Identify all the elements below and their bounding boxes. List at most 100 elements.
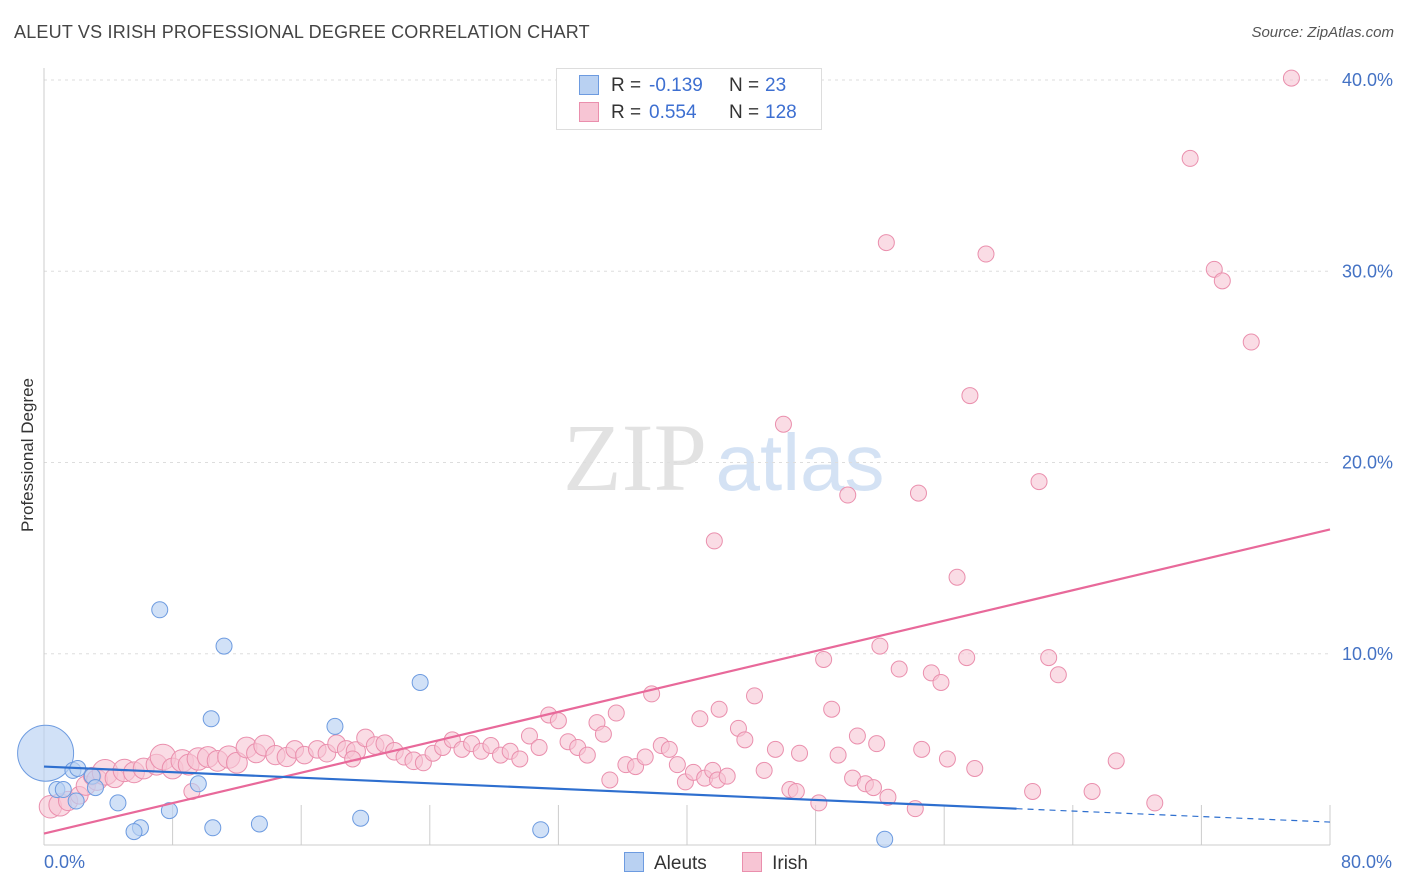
aleut-point — [125, 823, 143, 841]
legend-aleut-swatch — [624, 852, 644, 872]
y-tick-label: 30.0% — [1342, 261, 1393, 281]
irish-point — [1049, 666, 1067, 684]
irish-point — [1181, 149, 1199, 167]
irish-n-value: 128 — [765, 102, 797, 123]
aleut-point — [352, 809, 370, 827]
irish-point — [774, 415, 792, 433]
y-tick-label: 10.0% — [1342, 644, 1393, 664]
irish-point — [1083, 782, 1101, 800]
irish-point — [829, 746, 847, 764]
aleut-trend-line — [43, 765, 1017, 810]
aleut-n-value: 23 — [765, 75, 787, 96]
legend-item-irish[interactable]: Irish — [742, 852, 808, 875]
irish-point — [746, 687, 764, 705]
aleut-point — [189, 775, 207, 793]
irish-point — [948, 568, 966, 586]
aleut-n-label: N = — [729, 75, 760, 96]
legend: Aleuts Irish — [624, 852, 838, 875]
aleut-r-value: -0.139 — [649, 75, 703, 96]
irish-point — [877, 234, 895, 252]
aleut-point — [160, 802, 178, 820]
irish-point — [848, 727, 866, 745]
irish-point — [913, 740, 931, 758]
irish-point — [839, 486, 857, 504]
trend-layer — [43, 528, 1331, 835]
irish-point — [1107, 752, 1125, 770]
aleut-point — [151, 601, 169, 619]
irish-point — [932, 673, 950, 691]
aleut-point — [411, 673, 429, 691]
irish-point — [890, 660, 908, 678]
x-tick-max: 80.0% — [1340, 852, 1392, 872]
irish-trend-line — [43, 528, 1331, 835]
irish-point — [810, 794, 828, 812]
irish-point — [1242, 333, 1260, 351]
irish-point — [966, 760, 984, 777]
irish-point — [691, 710, 709, 728]
chart-title: ALEUT VS IRISH PROFESSIONAL DEGREE CORRE… — [14, 22, 590, 42]
irish-point — [705, 532, 723, 550]
irish-point — [977, 245, 995, 263]
aleut-point — [250, 815, 268, 833]
irish-point — [1282, 69, 1300, 87]
aleut-swatch — [579, 75, 599, 95]
aleut-point — [86, 779, 104, 797]
irish-point — [668, 756, 686, 774]
irish-point — [871, 637, 889, 655]
grid-layer — [44, 79, 1330, 655]
irish-point — [520, 727, 538, 745]
irish-swatch — [579, 102, 599, 122]
irish-point — [660, 740, 678, 758]
irish-point — [736, 731, 754, 749]
aleut-points — [17, 601, 894, 848]
x-tick-min: 0.0% — [44, 852, 86, 872]
stats-box: R = -0.139 N = 23 R = 0.554 N = 128 — [556, 68, 822, 130]
aleut-point — [202, 710, 220, 728]
aleut-point — [326, 717, 344, 735]
watermark-zip: ZIP — [563, 404, 707, 511]
irish-r-label: R = — [611, 102, 642, 123]
aleut-trend-extension — [1016, 808, 1331, 823]
legend-irish-swatch — [742, 852, 763, 872]
y-tick-label: 20.0% — [1342, 453, 1393, 473]
irish-point — [718, 767, 736, 785]
y-tick-label: 40.0% — [1342, 70, 1393, 90]
irish-point — [961, 387, 979, 405]
irish-point — [868, 735, 886, 753]
irish-point — [1213, 272, 1231, 290]
irish-point — [1146, 794, 1164, 812]
irish-r-value: 0.554 — [649, 102, 697, 123]
aleut-point — [67, 792, 85, 810]
legend-irish-label: Irish — [772, 853, 808, 874]
irish-point — [530, 738, 548, 756]
irish-point — [755, 761, 773, 779]
irish-point — [1040, 649, 1058, 667]
irish-point — [823, 700, 841, 718]
legend-item-aleuts[interactable]: Aleuts — [624, 852, 707, 875]
aleut-point — [215, 637, 233, 655]
irish-point — [938, 750, 956, 768]
irish-point — [594, 725, 612, 743]
source-label: Source: ZipAtlas.com — [1251, 24, 1394, 41]
legend-aleut-label: Aleuts — [654, 853, 707, 874]
irish-point — [791, 744, 809, 762]
aleut-r-label: R = — [611, 75, 642, 96]
irish-point — [636, 748, 654, 766]
axis-layer — [43, 68, 1331, 846]
irish-point — [1030, 473, 1048, 491]
irish-point — [1024, 782, 1042, 800]
irish-point — [766, 740, 784, 758]
aleut-point — [109, 794, 127, 812]
irish-point — [601, 771, 619, 789]
irish-point — [864, 779, 882, 797]
aleut-point — [54, 781, 72, 799]
irish-point — [549, 712, 567, 730]
aleut-point — [532, 821, 550, 839]
irish-point — [909, 484, 927, 502]
irish-point — [879, 788, 897, 806]
irish-point — [578, 746, 596, 764]
irish-n-label: N = — [729, 102, 760, 123]
y-tick-labels: 10.0% 20.0% 30.0% 40.0% — [1342, 70, 1393, 664]
aleut-point — [204, 819, 222, 837]
